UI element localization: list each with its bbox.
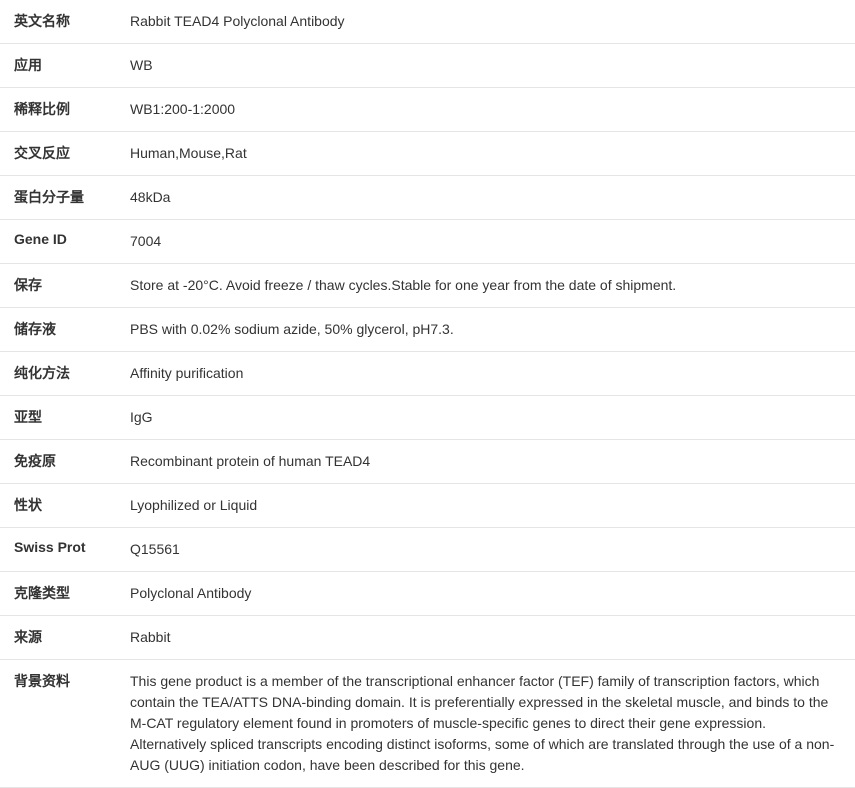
table-row: 性状 Lyophilized or Liquid [0, 484, 855, 528]
row-value: Affinity purification [120, 352, 855, 396]
table-row: 应用 WB [0, 44, 855, 88]
row-value: Recombinant protein of human TEAD4 [120, 440, 855, 484]
row-label: 亚型 [0, 396, 120, 440]
row-label: 蛋白分子量 [0, 176, 120, 220]
row-value: Q15561 [120, 528, 855, 572]
table-row: 背景资料 This gene product is a member of th… [0, 660, 855, 788]
row-value: This gene product is a member of the tra… [120, 660, 855, 788]
row-value: Rabbit [120, 616, 855, 660]
row-label: 应用 [0, 44, 120, 88]
table-row: 纯化方法 Affinity purification [0, 352, 855, 396]
row-value: 48kDa [120, 176, 855, 220]
row-value: IgG [120, 396, 855, 440]
row-label: 来源 [0, 616, 120, 660]
table-row: 蛋白分子量 48kDa [0, 176, 855, 220]
row-label: 稀释比例 [0, 88, 120, 132]
row-value: Store at -20°C. Avoid freeze / thaw cycl… [120, 264, 855, 308]
row-label: 纯化方法 [0, 352, 120, 396]
table-row: 克隆类型 Polyclonal Antibody [0, 572, 855, 616]
spec-table: 英文名称 Rabbit TEAD4 Polyclonal Antibody 应用… [0, 0, 855, 788]
row-label: 英文名称 [0, 0, 120, 44]
row-value: PBS with 0.02% sodium azide, 50% glycero… [120, 308, 855, 352]
table-row: Gene ID 7004 [0, 220, 855, 264]
table-row: 稀释比例 WB1:200-1:2000 [0, 88, 855, 132]
row-value: 7004 [120, 220, 855, 264]
row-label: 免疫原 [0, 440, 120, 484]
row-value: Rabbit TEAD4 Polyclonal Antibody [120, 0, 855, 44]
row-label: 背景资料 [0, 660, 120, 788]
row-label: 交叉反应 [0, 132, 120, 176]
row-label: 储存液 [0, 308, 120, 352]
table-row: Swiss Prot Q15561 [0, 528, 855, 572]
table-row: 免疫原 Recombinant protein of human TEAD4 [0, 440, 855, 484]
row-label: Swiss Prot [0, 528, 120, 572]
table-row: 英文名称 Rabbit TEAD4 Polyclonal Antibody [0, 0, 855, 44]
table-row: 保存 Store at -20°C. Avoid freeze / thaw c… [0, 264, 855, 308]
table-row: 亚型 IgG [0, 396, 855, 440]
table-row: 来源 Rabbit [0, 616, 855, 660]
row-value: Lyophilized or Liquid [120, 484, 855, 528]
row-label: 保存 [0, 264, 120, 308]
row-value: Human,Mouse,Rat [120, 132, 855, 176]
table-row: 储存液 PBS with 0.02% sodium azide, 50% gly… [0, 308, 855, 352]
row-value: WB1:200-1:2000 [120, 88, 855, 132]
row-value: WB [120, 44, 855, 88]
row-label: 性状 [0, 484, 120, 528]
table-row: 交叉反应 Human,Mouse,Rat [0, 132, 855, 176]
row-label: Gene ID [0, 220, 120, 264]
row-value: Polyclonal Antibody [120, 572, 855, 616]
row-label: 克隆类型 [0, 572, 120, 616]
spec-table-body: 英文名称 Rabbit TEAD4 Polyclonal Antibody 应用… [0, 0, 855, 788]
